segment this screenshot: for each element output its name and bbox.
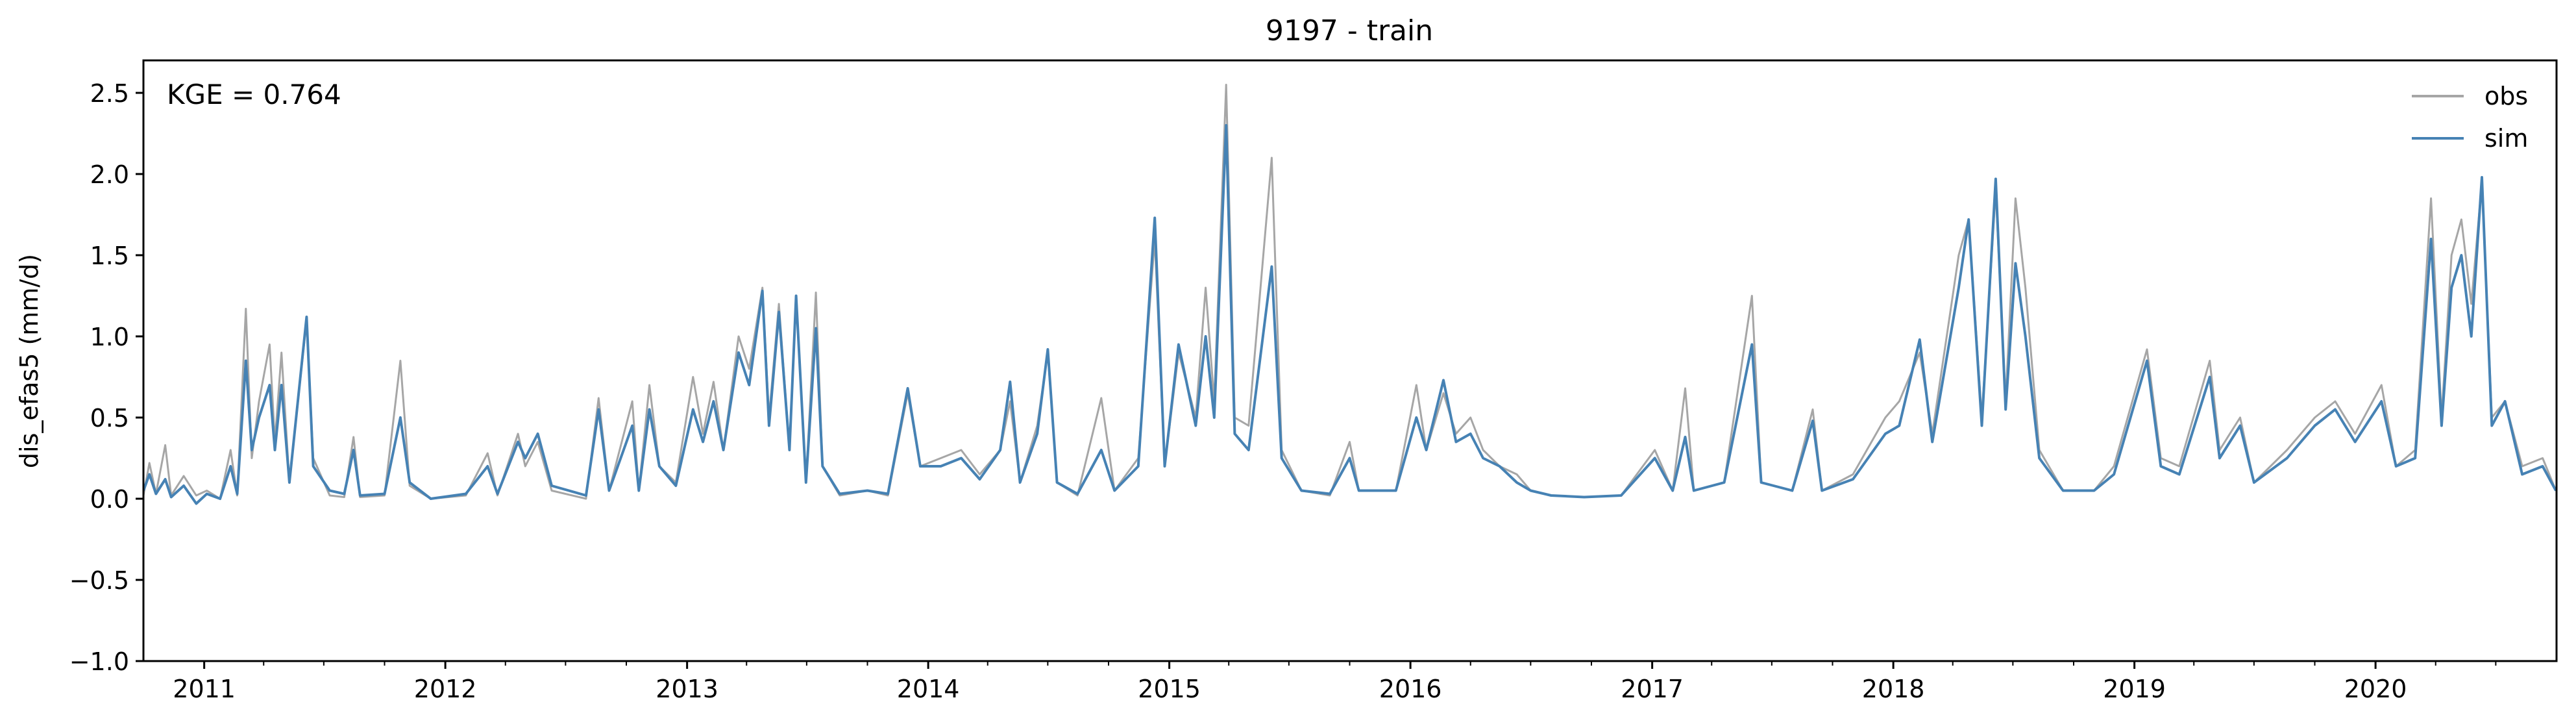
- x-tick-label: 2015: [1138, 675, 1201, 703]
- series-layer: [143, 84, 2557, 505]
- y-tick-label: 0.0: [90, 485, 129, 514]
- y-tick-label: 2.0: [90, 160, 129, 189]
- x-tick-label: 2017: [1621, 675, 1684, 703]
- series-line-sim: [143, 124, 2557, 505]
- x-tick-label: 2016: [1379, 675, 1442, 703]
- x-tick-label: 2020: [2344, 675, 2407, 703]
- y-axis-ticks: −1.0 −0.5 0.0 0.5 1.0 1.5 2.0 2.5: [69, 79, 143, 676]
- x-tick-label: 2014: [897, 675, 960, 703]
- y-tick-label: 1.5: [90, 242, 129, 270]
- y-tick-label: −1.0: [69, 647, 129, 676]
- y-axis-label: dis_efas5 (mm/d): [15, 254, 43, 468]
- kge-annotation: KGE = 0.764: [167, 79, 341, 110]
- y-tick-label: 0.5: [90, 404, 129, 432]
- y-tick-label: 2.5: [90, 79, 129, 108]
- x-tick-label: 2018: [1862, 675, 1925, 703]
- x-tick-label: 2012: [414, 675, 477, 703]
- chart-title: 9197 - train: [1266, 14, 1433, 47]
- plot-frame: [142, 59, 2558, 662]
- legend: obs sim: [2412, 82, 2528, 153]
- x-tick-label: 2019: [2103, 675, 2166, 703]
- x-axis-ticks: 2011 2012 2013 2014 2015 2016 2017 2018 2019 2020: [173, 661, 2407, 703]
- y-tick-label: 1.0: [90, 323, 129, 351]
- legend-sim-label: sim: [2484, 124, 2528, 153]
- legend-obs-label: obs: [2484, 82, 2528, 110]
- x-tick-label: 2013: [656, 675, 718, 703]
- y-tick-label: −0.5: [69, 566, 129, 595]
- x-tick-label: 2011: [173, 675, 236, 703]
